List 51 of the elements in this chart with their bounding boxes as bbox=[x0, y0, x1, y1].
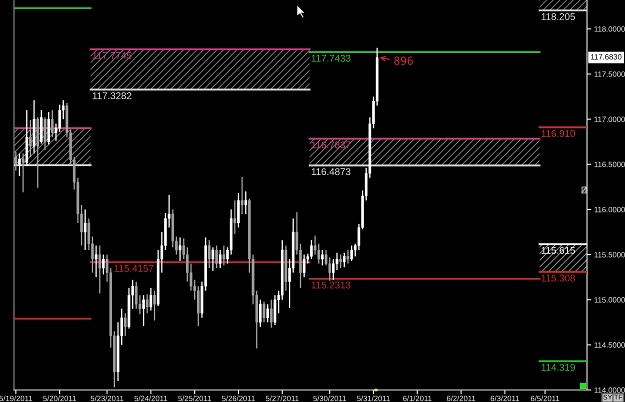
candlestick bbox=[339, 254, 342, 269]
data-label: 114.319 bbox=[542, 364, 575, 371]
candlestick bbox=[274, 294, 276, 326]
data-label: 118.205 bbox=[542, 13, 575, 20]
candlestick bbox=[153, 290, 156, 322]
candlestick bbox=[321, 249, 324, 266]
candlestick bbox=[150, 287, 152, 312]
annotation: 896 bbox=[394, 56, 413, 65]
candlestick bbox=[270, 299, 273, 328]
candlestick bbox=[266, 304, 269, 323]
candlestick bbox=[262, 300, 266, 323]
data-label: 115.308 bbox=[542, 274, 575, 282]
candlestick bbox=[222, 244, 226, 266]
candlestick bbox=[350, 244, 353, 262]
data-label: 117.7433 bbox=[312, 54, 350, 62]
data-label: 115.2313 bbox=[312, 282, 350, 288]
candlestick bbox=[178, 236, 182, 262]
candlestick bbox=[240, 176, 244, 215]
candlestick bbox=[14, 151, 18, 172]
candlestick bbox=[342, 252, 346, 268]
candlestick bbox=[346, 249, 350, 264]
candlestick bbox=[44, 116, 46, 150]
candlestick bbox=[212, 246, 214, 272]
candlestick bbox=[142, 294, 145, 327]
candlestick bbox=[18, 152, 21, 177]
candlestick bbox=[146, 294, 149, 314]
candlestick bbox=[124, 312, 127, 336]
data-label: 116.4873 bbox=[312, 168, 350, 176]
candlestick bbox=[94, 244, 98, 278]
data-label: 115.4157 bbox=[114, 265, 154, 272]
candlestick bbox=[29, 119, 32, 158]
candlestick bbox=[328, 256, 331, 282]
data-label: 117.3282 bbox=[92, 92, 132, 100]
candlestick bbox=[259, 299, 262, 328]
candlestick bbox=[310, 240, 313, 260]
candlestick bbox=[51, 110, 54, 138]
data-label: 116.910 bbox=[542, 130, 575, 137]
candlestick bbox=[244, 190, 248, 215]
candlestick bbox=[98, 244, 102, 294]
candlestick bbox=[302, 254, 306, 278]
candlestick bbox=[215, 244, 218, 269]
candlestick bbox=[317, 243, 320, 264]
candlestick bbox=[218, 249, 222, 269]
candlestick bbox=[237, 192, 240, 228]
candlestick bbox=[22, 152, 24, 193]
candlestick bbox=[134, 281, 138, 310]
candlestick bbox=[234, 200, 236, 234]
candlestick bbox=[102, 254, 105, 276]
candlestick bbox=[47, 111, 50, 146]
candlestick bbox=[208, 240, 211, 269]
candlestick bbox=[84, 208, 86, 251]
